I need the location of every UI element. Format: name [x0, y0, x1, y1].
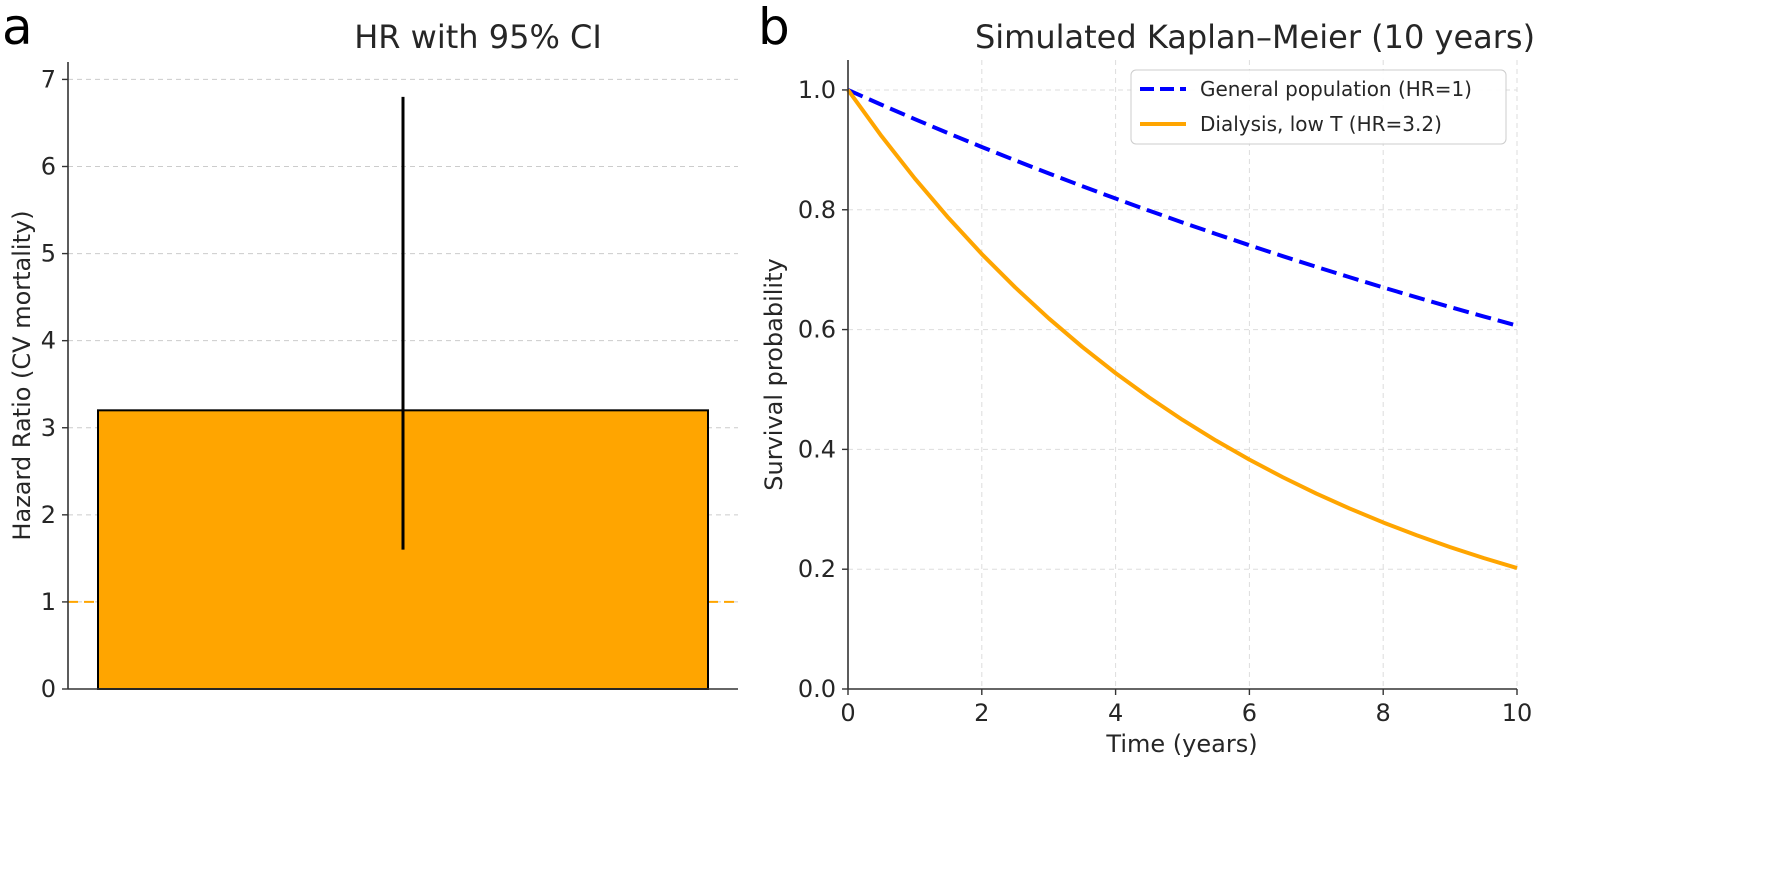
chart-a-title: HR with 95% CI — [354, 18, 602, 56]
chart-a-y-tick-label: 0 — [41, 675, 56, 703]
chart-b-x-tick-label: 2 — [974, 699, 989, 727]
panel-b-kaplan-meier-chart: Simulated Kaplan–Meier (10 years) 0 2 4 6 8 1… — [760, 18, 1535, 758]
chart-b-title: Simulated Kaplan–Meier (10 years) — [975, 18, 1535, 56]
chart-a-y-ticks: 0 1 2 3 4 5 6 7 — [41, 65, 68, 703]
chart-b-y-tick-label: 0.6 — [798, 316, 836, 344]
chart-b-y-tick-label: 0.8 — [798, 196, 836, 224]
chart-b-y-axis-label: Survival probability — [760, 258, 788, 490]
chart-b-y-tick-label: 0.0 — [798, 675, 836, 703]
chart-b-x-tick-label: 0 — [840, 699, 855, 727]
chart-a-y-tick-label: 1 — [41, 588, 56, 616]
chart-b-x-ticks: 0 2 4 6 8 10 — [840, 689, 1532, 727]
chart-a-y-tick-label: 2 — [41, 501, 56, 529]
chart-b-y-tick-label: 0.2 — [798, 555, 836, 583]
chart-b-series-line-1 — [847, 88, 1518, 328]
chart-a-y-tick-label: 5 — [41, 240, 56, 268]
chart-a-y-axis-label: Hazard Ratio (CV mortality) — [8, 210, 36, 540]
panel-a-letter: a — [2, 0, 33, 56]
chart-a-y-tick-label: 6 — [41, 153, 56, 181]
chart-b-y-tick-label: 0.4 — [798, 435, 836, 463]
chart-a-y-tick-label: 7 — [41, 65, 56, 93]
chart-b-y-tick-label: 1.0 — [798, 76, 836, 104]
chart-b-x-tick-label: 10 — [1502, 699, 1533, 727]
chart-b-legend-box — [1130, 69, 1507, 145]
chart-a-y-tick-label: 3 — [41, 414, 56, 442]
panel-a-hazard-ratio-chart: HR with 95% CI 0 1 2 3 4 5 6 7 Hazard Ratio (CV… — [8, 18, 738, 703]
chart-b-legend: General population (HR=1) Dialysis, low T… — [1130, 69, 1507, 145]
chart-b-series-line-2 — [846, 88, 1518, 570]
chart-b-x-axis-label: Time (years) — [1105, 730, 1257, 758]
chart-b-x-tick-label: 8 — [1376, 699, 1391, 727]
panel-b-letter: b — [758, 0, 790, 56]
chart-b-series — [846, 88, 1518, 570]
chart-b-axes — [847, 60, 1517, 690]
chart-b-y-ticks: 0.0 0.2 0.4 0.6 0.8 1.0 — [798, 76, 848, 703]
chart-b-legend-label-2: Dialysis, low T (HR=3.2) — [1200, 112, 1442, 136]
chart-a-y-tick-label: 4 — [41, 327, 56, 355]
chart-b-x-tick-label: 6 — [1242, 699, 1257, 727]
chart-b-x-tick-label: 4 — [1108, 699, 1123, 727]
chart-b-legend-label-1: General population (HR=1) — [1200, 77, 1472, 101]
chart-b-grid — [848, 60, 1518, 689]
